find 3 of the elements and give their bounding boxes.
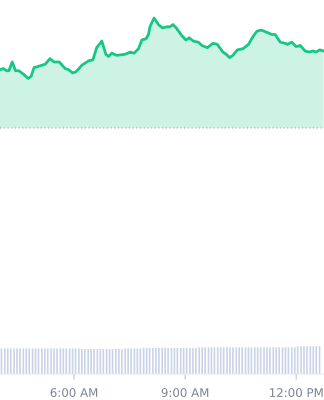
x-tick-label: 9:00 AM [162,388,208,398]
x-tick-label: 12:00 PM [270,388,323,398]
x-tick-label: 6:00 AM [50,388,98,398]
